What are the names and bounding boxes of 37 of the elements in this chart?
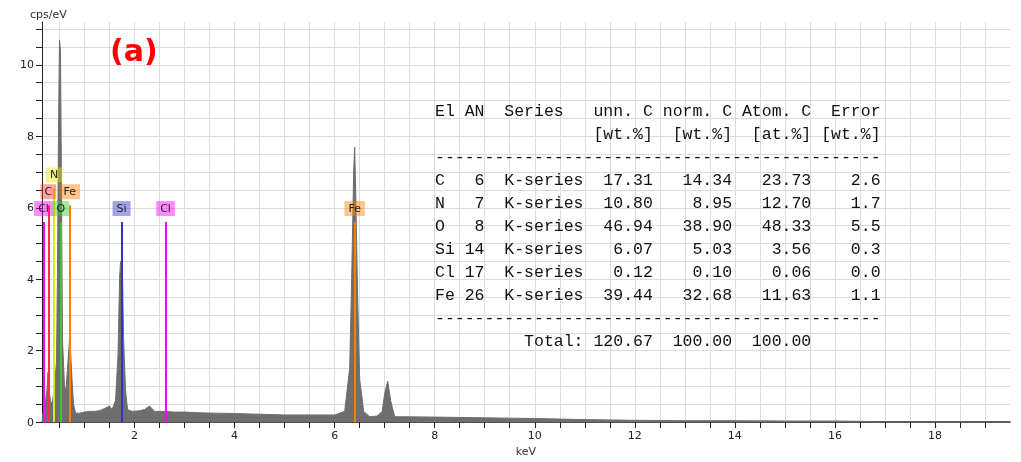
x-tick-label: 14 [727,429,742,443]
chart-title: (a) [110,32,158,68]
ref-line-label: O [56,202,66,216]
y-tick-label: 6 [27,201,34,215]
ref-line-label: N [49,168,59,182]
x-tick-label: 2 [131,429,139,443]
annotation: --------------------------------------------- [435,308,881,330]
y-tick-label: 8 [27,129,34,143]
annotation: Total: 120.67 100.00 100.00 [523,331,813,353]
ref-line-label: C [44,185,53,199]
ref-line-label: Cl [38,202,49,216]
annotation: Cl 17 K-series 0.12 0.10 0.06 0.0 [435,262,881,284]
ref-line-label: Fe [348,202,362,216]
x-tick-label: 12 [627,429,642,443]
y-tick-label: 0 [27,415,34,429]
annotation: N 7 K-series 10.80 8.95 12.70 1.7 [435,193,881,215]
annotation: --------------------------------------------- [435,147,881,169]
x-axis-title: keV [515,445,537,458]
annotation: [wt.%] [wt.%] [at.%] [wt.%] [592,124,881,146]
ref-line-label: Si [116,202,127,216]
x-tick-label: 18 [927,429,942,443]
x-tick-label: 10 [527,429,542,443]
y-axis-title: cps/eV [30,8,68,21]
y-tick-label: 2 [27,344,34,358]
y-tick-label: 4 [27,272,34,286]
annotation: Si 14 K-series 6.07 5.03 3.56 0.3 [435,239,881,261]
annotation: El AN Series unn. C norm. C Atom. C Error [435,101,881,123]
annotation: O 8 K-series 46.94 38.90 48.33 5.5 [435,216,881,238]
ref-line-label: Cl [160,202,171,216]
x-tick-label: 6 [331,429,339,443]
x-tick-label: 16 [827,429,842,443]
x-tick-label: 8 [431,429,439,443]
annotation: Fe 26 K-series 39.44 32.68 11.63 1.1 [435,285,881,307]
x-tick-label: 4 [231,429,239,443]
ref-line-label: Fe [63,185,77,199]
annotation: C 6 K-series 17.31 14.34 23.73 2.6 [435,170,881,192]
y-tick-label: 10 [20,58,34,72]
